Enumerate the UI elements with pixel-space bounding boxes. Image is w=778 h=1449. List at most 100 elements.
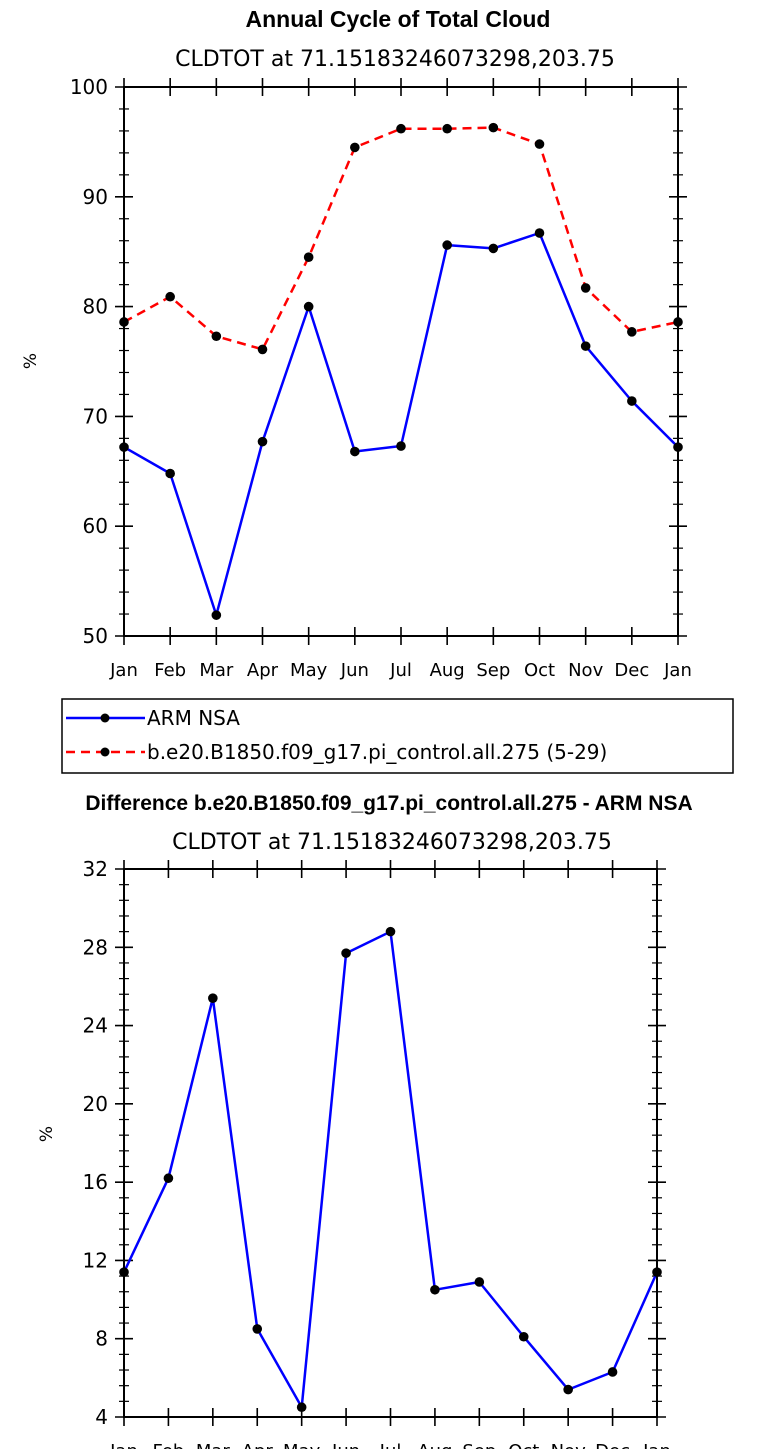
- data-point: [534, 139, 545, 149]
- chart-title: Annual Cycle of Total Cloud: [246, 6, 551, 32]
- x-tick-label: Feb: [154, 660, 186, 681]
- y-tick-label: 50: [83, 624, 108, 648]
- y-tick-labels: 50 60 70 80 90 100: [70, 75, 108, 648]
- data-point: [303, 252, 314, 262]
- x-tick-label: Jun: [331, 1441, 360, 1449]
- data-point: [488, 243, 499, 254]
- data-point: [350, 142, 360, 153]
- data-point: [119, 1267, 129, 1277]
- axis-ticks: [115, 78, 687, 645]
- data-point: [165, 468, 175, 479]
- x-tick-label: Oct: [508, 1441, 539, 1449]
- x-tick-label: Nov: [551, 1441, 586, 1449]
- x-tick-label: Jun: [340, 660, 369, 681]
- y-tick-label: 4: [95, 1405, 108, 1429]
- x-tick-label: Dec: [595, 1441, 630, 1449]
- data-point: [430, 1284, 440, 1295]
- data-point: [534, 228, 545, 238]
- x-tick-label: Apr: [247, 660, 279, 681]
- x-tick-label: Dec: [614, 660, 649, 681]
- data-point: [211, 610, 222, 620]
- y-tick-label: 8: [95, 1327, 108, 1351]
- y-tick-labels: 4 8 12 16 20 24 28 32: [83, 857, 108, 1429]
- data-point: [119, 442, 129, 452]
- data-point: [673, 442, 683, 452]
- data-point: [165, 291, 175, 302]
- x-tick-labels: Jan Feb Mar Apr May Jun Jul Aug Sep Oct Nov Dec Jan: [109, 1441, 671, 1449]
- y-tick-label: 16: [83, 1170, 108, 1194]
- data-point: [396, 123, 406, 134]
- data-point: [119, 317, 129, 327]
- x-tick-label: Jul: [379, 1441, 402, 1449]
- legend-label-arm: ARM NSA: [147, 706, 240, 730]
- axis-ticks: [115, 860, 666, 1426]
- data-point: [163, 1173, 174, 1184]
- x-tick-label: May: [283, 1441, 321, 1449]
- data-point: [303, 301, 314, 312]
- legend-label-model: b.e20.B1850.f09_g17.pi_control.all.275 (…: [147, 740, 607, 764]
- legend-marker-model: [100, 747, 110, 757]
- chart-title: Difference b.e20.B1850.f09_g17.pi_contro…: [85, 792, 692, 815]
- y-tick-label: 32: [83, 857, 108, 881]
- annual-cycle-chart: Annual Cycle of Total Cloud CLDTOT at 71…: [21, 6, 734, 774]
- chart-subtitle: CLDTOT at 71.15183246073298,203.75: [175, 47, 615, 72]
- series-line: [122, 930, 659, 1409]
- data-point: [350, 446, 360, 457]
- plot-frame: [123, 86, 679, 637]
- x-tick-label: Apr: [242, 1441, 274, 1449]
- x-tick-label: Jul: [389, 660, 412, 681]
- data-point: [442, 123, 452, 134]
- series-group: [119, 122, 683, 620]
- data-point: [488, 122, 499, 133]
- difference-chart: Difference b.e20.B1850.f09_g17.pi_contro…: [37, 792, 693, 1449]
- x-tick-label: Sep: [476, 660, 510, 681]
- data-point: [580, 283, 591, 293]
- data-point: [257, 436, 268, 447]
- data-point: [627, 396, 637, 406]
- x-tick-label: Sep: [462, 1441, 496, 1449]
- legend-box: [61, 698, 734, 774]
- y-tick-label: 28: [83, 935, 108, 959]
- y-tick-label: 60: [83, 514, 108, 538]
- data-point: [252, 1324, 263, 1334]
- y-axis-label: %: [21, 353, 41, 369]
- series-line: [123, 126, 679, 351]
- y-tick-label: 12: [83, 1248, 108, 1272]
- data-point: [296, 1402, 307, 1413]
- x-tick-label: Jan: [109, 660, 138, 681]
- y-tick-label: 90: [83, 185, 108, 209]
- legend: ARM NSA b.e20.B1850.f09_g17.pi_control.a…: [61, 698, 734, 774]
- series-group: [119, 926, 662, 1413]
- y-tick-label: 100: [70, 75, 108, 99]
- data-point: [257, 344, 268, 355]
- data-point: [208, 993, 218, 1003]
- x-tick-label: Nov: [568, 660, 603, 681]
- x-tick-label: Aug: [430, 660, 465, 681]
- chart-subtitle: CLDTOT at 71.15183246073298,203.75: [172, 830, 612, 855]
- data-point: [341, 948, 351, 958]
- data-point: [563, 1384, 573, 1395]
- data-point: [442, 240, 452, 250]
- data-point: [385, 926, 396, 937]
- x-tick-label: Jan: [642, 1441, 671, 1449]
- x-tick-label: Mar: [199, 660, 234, 681]
- x-tick-labels: Jan Feb Mar Apr May Jun Jul Aug Sep Oct Nov Dec Jan: [109, 660, 692, 681]
- series-line: [123, 231, 679, 617]
- legend-marker-arm: [100, 713, 110, 723]
- data-point: [518, 1331, 529, 1342]
- data-point: [673, 317, 683, 327]
- data-point: [211, 331, 222, 342]
- y-tick-label: 24: [83, 1014, 108, 1038]
- x-tick-label: Feb: [152, 1441, 184, 1449]
- x-tick-label: Oct: [524, 660, 555, 681]
- data-point: [474, 1277, 485, 1287]
- y-tick-label: 80: [83, 295, 108, 319]
- data-point: [580, 341, 591, 351]
- y-axis-label: %: [37, 1126, 57, 1142]
- data-point: [652, 1267, 662, 1277]
- plot-frame: [123, 868, 658, 1418]
- x-tick-label: Aug: [417, 1441, 452, 1449]
- data-point: [607, 1367, 618, 1377]
- data-point: [396, 441, 406, 451]
- x-tick-label: Jan: [663, 660, 692, 681]
